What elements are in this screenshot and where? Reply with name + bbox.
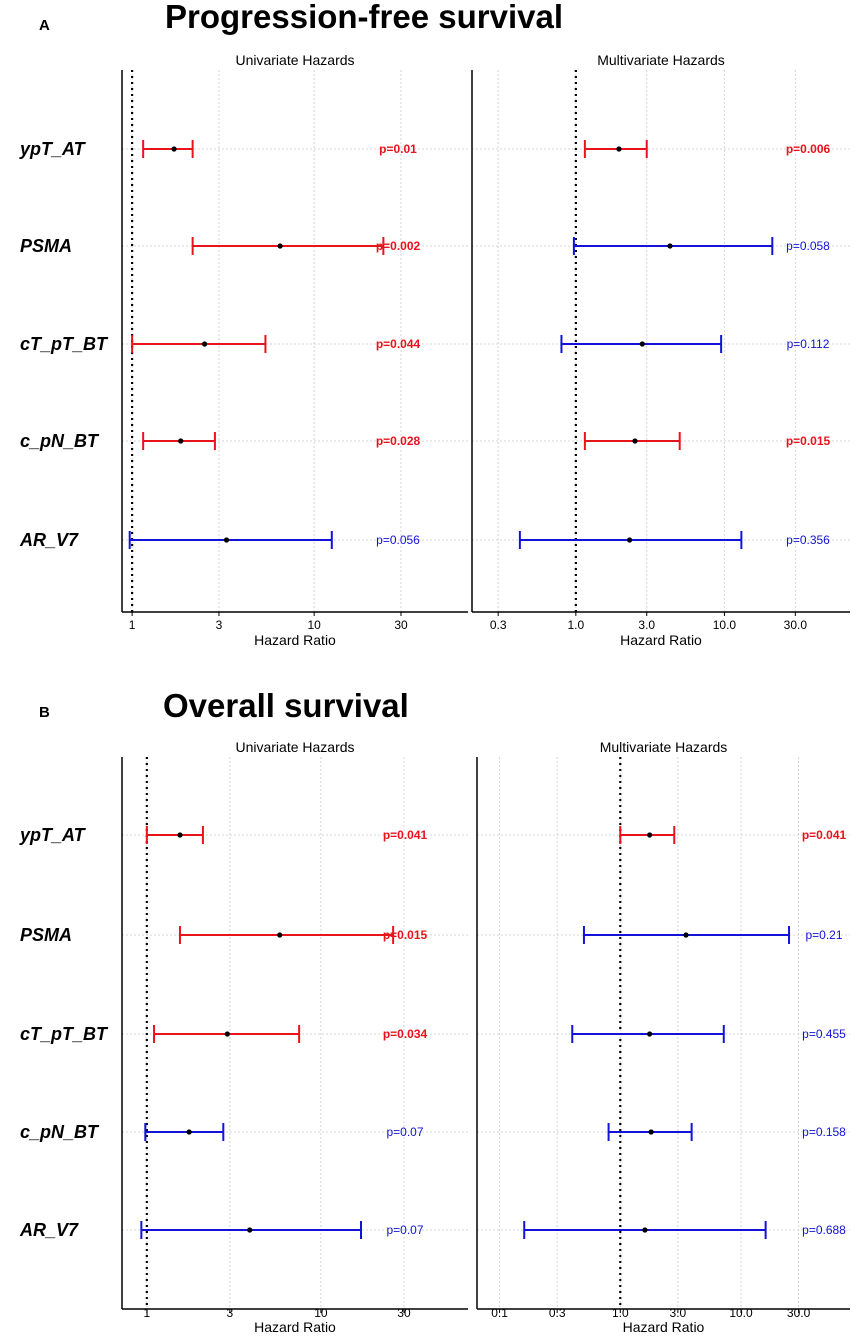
hazard-ratio-point — [178, 438, 184, 444]
hazard-ratio-point — [667, 243, 673, 249]
subplot-title: Multivariate Hazards — [600, 739, 728, 755]
x-tick-label: 0.3 — [490, 618, 507, 632]
p-value-label: p=0.21 — [805, 928, 842, 942]
x-tick-label: 1 — [129, 618, 136, 632]
hazard-ratio-point — [177, 832, 183, 838]
x-tick-label: 0.3 — [549, 1306, 566, 1320]
x-tick-label: 30.0 — [784, 618, 808, 632]
p-value-label: p=0.056 — [376, 533, 420, 547]
subplot-title: Multivariate Hazards — [597, 52, 725, 68]
hazard-ratio-point — [171, 146, 177, 152]
section-title-pfs: Progression-free survival — [165, 0, 563, 35]
hazard-ratio-point — [648, 1129, 654, 1135]
x-axis-label: Hazard Ratio — [254, 1319, 336, 1335]
x-tick-label: 30 — [397, 1306, 411, 1320]
p-value-label: p=0.058 — [786, 239, 830, 253]
x-tick-label: 0.1 — [491, 1306, 508, 1320]
hazard-ratio-point — [647, 832, 653, 838]
p-value-label: p=0.044 — [376, 337, 421, 351]
x-tick-label: 3.0 — [638, 618, 655, 632]
x-tick-label: 3 — [216, 618, 223, 632]
x-tick-label: 10 — [307, 618, 321, 632]
row-label: PSMA — [20, 925, 72, 945]
x-tick-label: 10.0 — [729, 1306, 753, 1320]
x-tick-label: 1.0 — [568, 618, 585, 632]
subplot-3: Multivariate Hazards 0.1 0.3 1.0 3.0 10.0 30.0… — [476, 739, 850, 1335]
x-tick-label: 3 — [227, 1306, 234, 1320]
hazard-ratio-point — [277, 243, 283, 249]
hazard-ratio-point — [224, 1031, 230, 1037]
hazard-ratio-point — [632, 438, 638, 444]
p-value-label: p=0.034 — [383, 1027, 428, 1041]
hazard-ratio-point — [223, 537, 230, 543]
x-tick-label: 10.0 — [713, 618, 737, 632]
p-value-label: p=0.006 — [786, 142, 831, 156]
row-label: c_pN_BT — [20, 431, 100, 451]
x-axis-label: Hazard Ratio — [623, 1319, 705, 1335]
subplot-1: Multivariate Hazards 0.3 1.0 3.0 10.0 30.0 Haz… — [471, 52, 850, 648]
p-value-label: p=0.002 — [376, 239, 421, 253]
row-label: PSMA — [20, 236, 72, 256]
x-tick-label: 30 — [394, 618, 408, 632]
hazard-ratio-point — [277, 932, 283, 938]
row-label: ypT_AT — [19, 825, 87, 845]
subplot-title: Univariate Hazards — [235, 739, 354, 755]
hazard-ratio-point — [642, 1227, 648, 1233]
hazard-ratio-point — [683, 932, 689, 938]
x-tick-label: 30.0 — [787, 1306, 811, 1320]
p-value-label: p=0.356 — [786, 533, 830, 547]
section-title-os: Overall survival — [163, 687, 409, 724]
row-label: ypT_AT — [19, 139, 87, 159]
p-value-label: p=0.158 — [802, 1125, 846, 1139]
row-label: cT_pT_BT — [20, 1024, 109, 1044]
row-label: c_pN_BT — [20, 1122, 100, 1142]
subplot-0: Univariate Hazards 1 3 10 30 Hazard Ratio p=0.… — [19, 52, 468, 648]
x-axis-label: Hazard Ratio — [254, 632, 336, 648]
forest-subplots: Univariate Hazards 1 3 10 30 Hazard Ratio p=0.… — [19, 52, 850, 1335]
p-value-label: p=0.07 — [386, 1125, 423, 1139]
x-tick-label: 10 — [314, 1306, 328, 1320]
row-label: cT_pT_BT — [20, 334, 109, 354]
hazard-ratio-point — [647, 1031, 653, 1037]
p-value-label: p=0.688 — [802, 1223, 846, 1237]
x-tick-label: 1.0 — [612, 1306, 629, 1320]
p-value-label: p=0.041 — [802, 828, 847, 842]
subplot-title: Univariate Hazards — [235, 52, 354, 68]
p-value-label: p=0.041 — [383, 828, 428, 842]
panel-letter-b: B — [39, 704, 50, 721]
row-label: AR_V7 — [19, 1220, 79, 1240]
p-value-label: p=0.07 — [386, 1223, 423, 1237]
panel-letter-a: A — [39, 17, 50, 34]
p-value-label: p=0.028 — [376, 434, 421, 448]
subplot-2: Univariate Hazards 1 3 10 30 Hazard Ratio p=0.… — [19, 739, 468, 1335]
hazard-ratio-point — [616, 146, 622, 152]
x-tick-label: 3.0 — [670, 1306, 687, 1320]
p-value-label: p=0.112 — [787, 337, 830, 351]
hazard-ratio-point — [186, 1129, 192, 1135]
x-tick-label: 1 — [143, 1306, 150, 1320]
p-value-label: p=0.455 — [802, 1027, 846, 1041]
x-axis-label: Hazard Ratio — [620, 632, 702, 648]
hazard-ratio-point — [626, 537, 633, 543]
hazard-ratio-point — [639, 341, 645, 347]
hazard-ratio-point — [247, 1227, 253, 1233]
p-value-label: p=0.015 — [786, 434, 831, 448]
p-value-label: p=0.01 — [379, 142, 417, 156]
p-value-label: p=0.015 — [383, 928, 428, 942]
hazard-ratio-point — [201, 341, 208, 347]
row-label: AR_V7 — [19, 530, 79, 550]
